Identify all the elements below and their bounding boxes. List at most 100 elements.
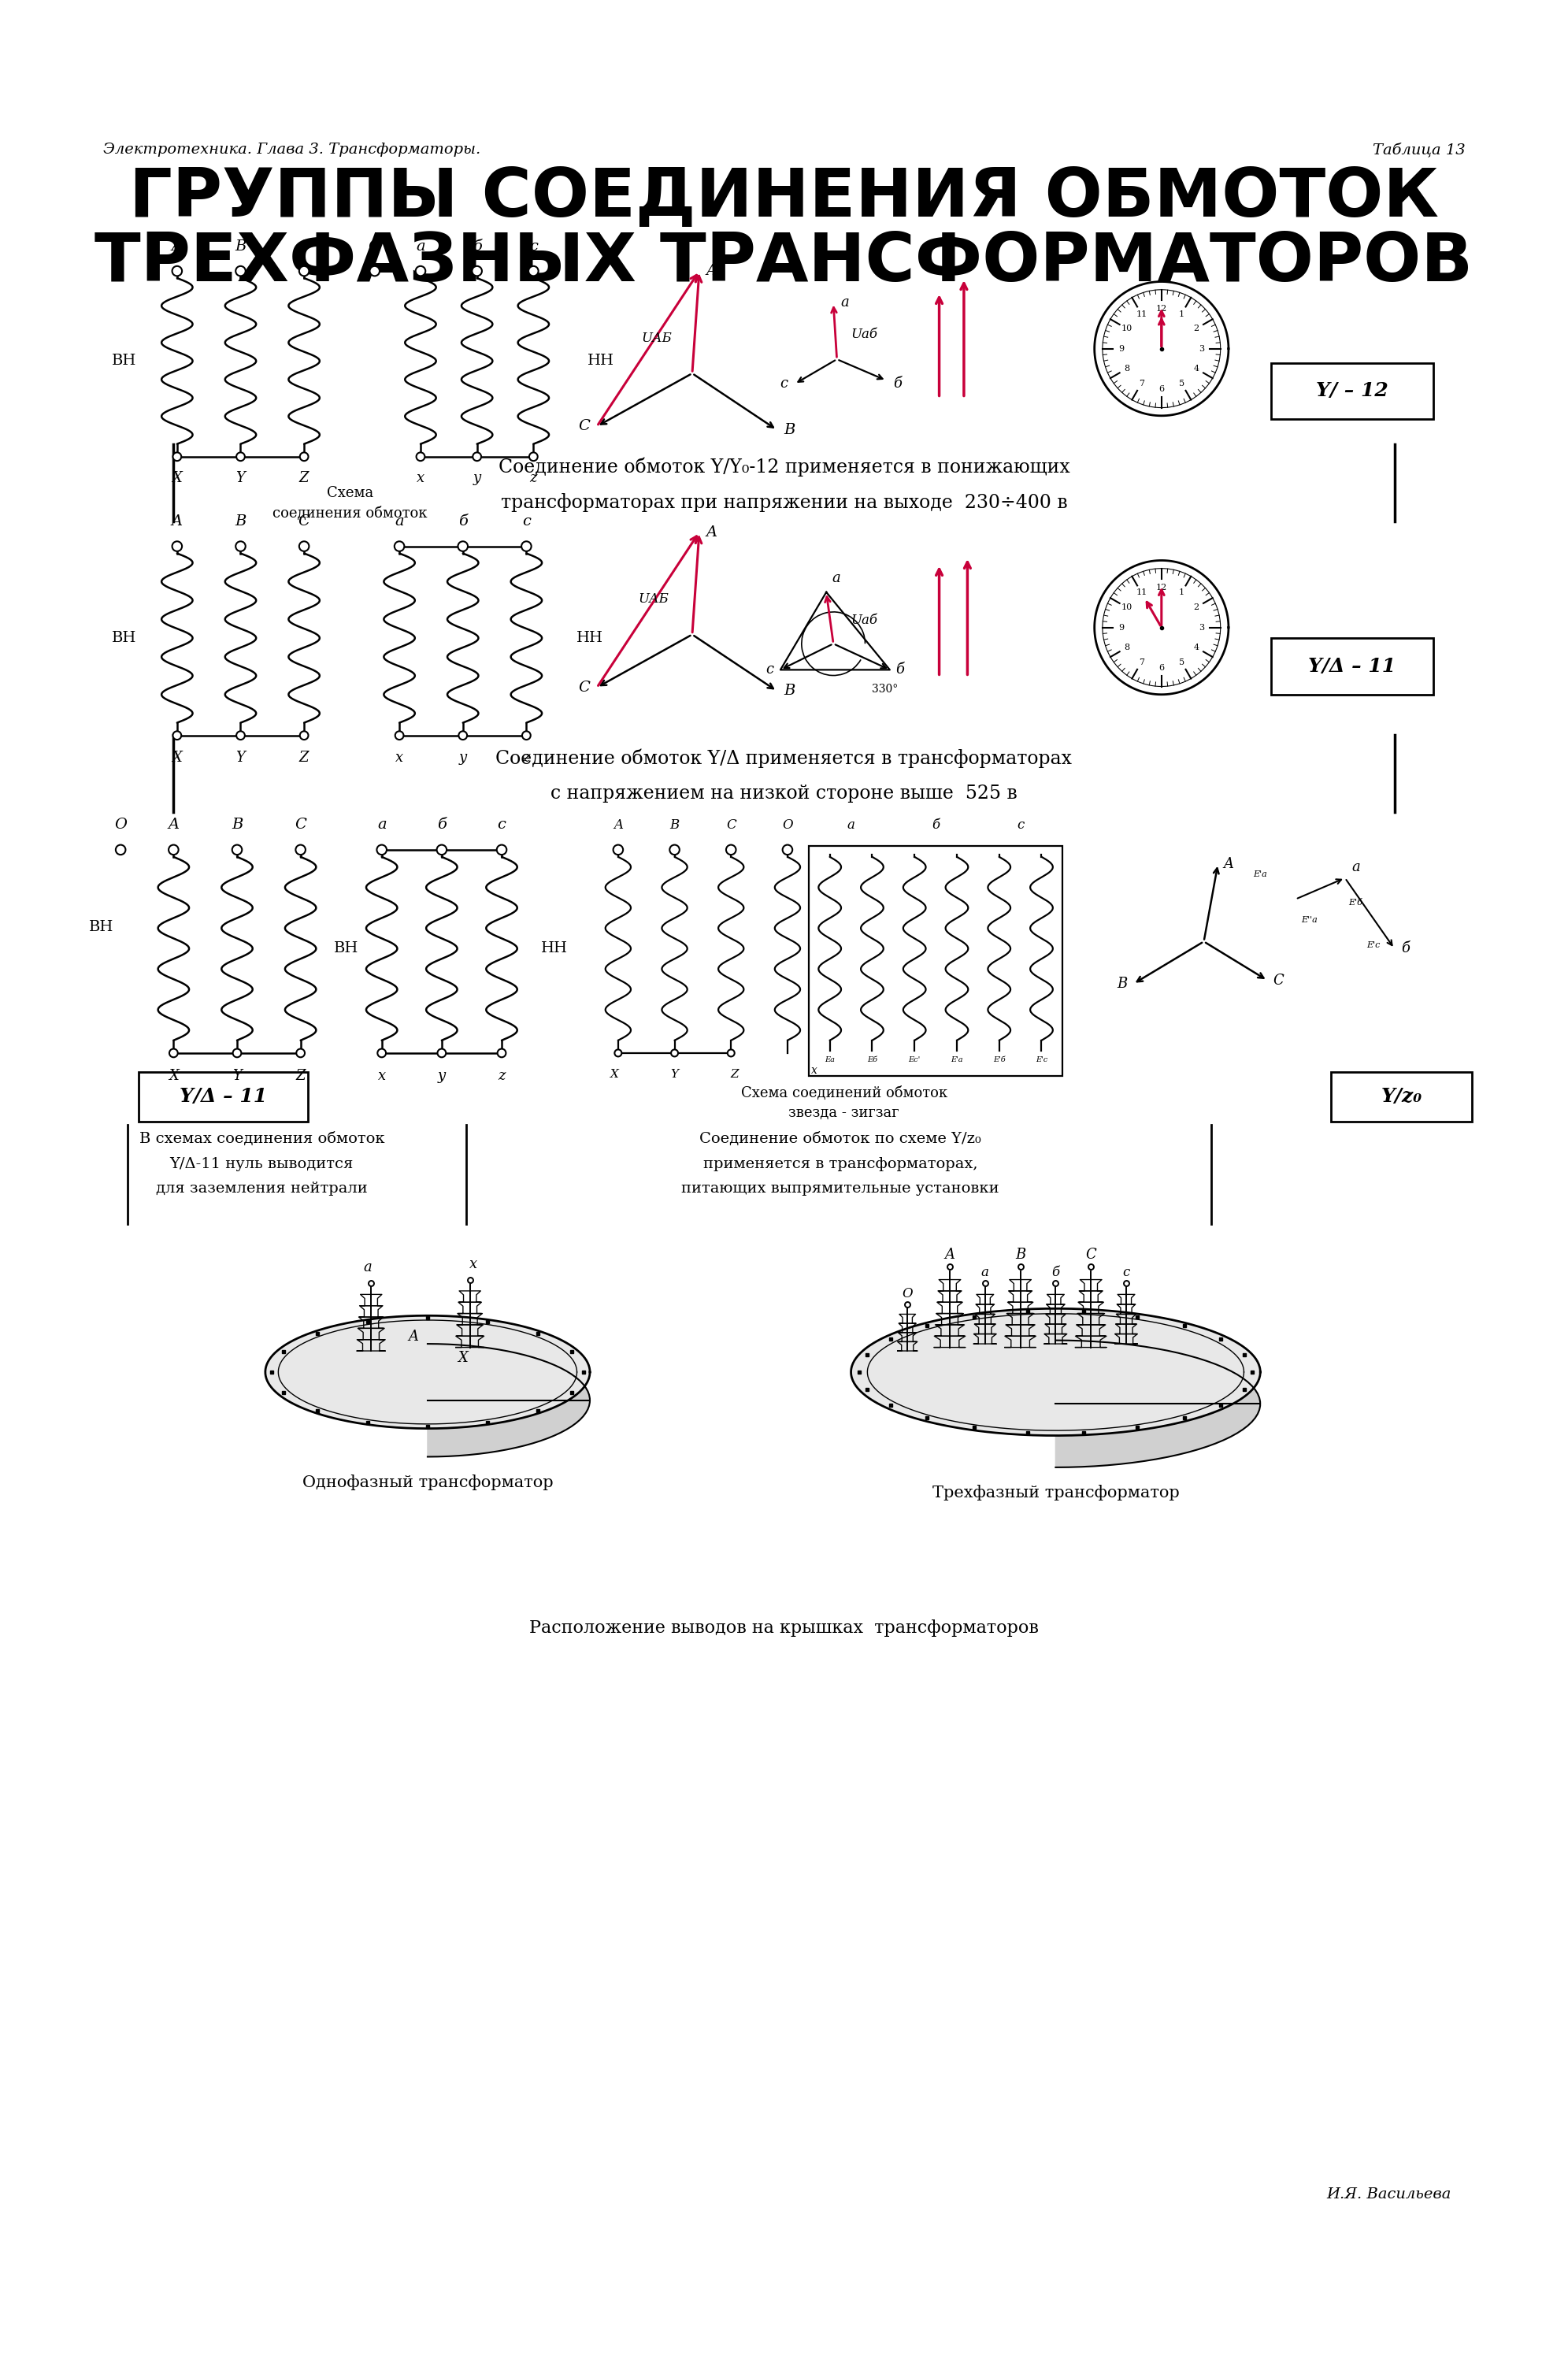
Circle shape — [232, 846, 241, 855]
Text: c: c — [528, 239, 538, 253]
Circle shape — [235, 267, 246, 276]
Text: соединения обмоток: соединения обмоток — [273, 506, 428, 520]
Text: б: б — [895, 662, 905, 676]
Text: C: C — [1273, 974, 1284, 988]
Text: б: б — [472, 239, 481, 253]
Text: 8: 8 — [1124, 364, 1129, 373]
Circle shape — [299, 267, 309, 276]
Text: трансформаторах при напряжении на выходе  230÷400 в: трансформаторах при напряжении на выходе… — [500, 494, 1068, 513]
Text: z: z — [499, 1068, 505, 1082]
Text: B: B — [784, 423, 795, 437]
Text: UАБ: UАБ — [641, 331, 673, 345]
Text: НН: НН — [586, 354, 613, 369]
Text: a: a — [378, 818, 386, 832]
Circle shape — [472, 267, 481, 276]
Text: 1: 1 — [1179, 588, 1184, 595]
Text: для заземления нейтрали: для заземления нейтрали — [155, 1182, 367, 1196]
Circle shape — [497, 1049, 506, 1056]
Text: z: z — [522, 751, 530, 766]
Bar — [1331, 1073, 1472, 1122]
Text: Uаб: Uаб — [851, 328, 878, 340]
Text: a: a — [395, 515, 405, 529]
Text: Z: Z — [296, 1068, 306, 1082]
Text: с напряжением на низкой стороне выше  525 в: с напряжением на низкой стороне выше 525… — [550, 785, 1018, 803]
Text: B: B — [235, 239, 246, 253]
Text: 10: 10 — [1121, 324, 1132, 333]
Text: ВН: ВН — [111, 354, 136, 369]
Text: б: б — [437, 818, 447, 832]
Text: 4: 4 — [1193, 364, 1200, 373]
Bar — [1272, 638, 1433, 695]
Circle shape — [172, 267, 182, 276]
Text: В схемах соединения обмоток: В схемах соединения обмоток — [140, 1132, 384, 1146]
Text: X: X — [610, 1068, 619, 1080]
Text: y: y — [459, 751, 467, 766]
Circle shape — [378, 1049, 386, 1056]
Text: Схема соединений обмоток: Схема соединений обмоток — [740, 1087, 947, 1101]
Text: x: x — [378, 1068, 386, 1082]
Text: б: б — [894, 376, 902, 390]
Text: 9: 9 — [1118, 345, 1124, 352]
Circle shape — [671, 1049, 677, 1056]
Text: 9: 9 — [1118, 624, 1124, 631]
Circle shape — [522, 730, 530, 740]
Text: применяется в трансформаторах,: применяется в трансформаторах, — [702, 1158, 977, 1172]
Text: C: C — [298, 239, 310, 253]
Circle shape — [299, 541, 309, 551]
Circle shape — [299, 451, 309, 461]
Circle shape — [172, 730, 182, 740]
Text: Соединение обмоток Y/Δ применяется в трансформаторах: Соединение обмоток Y/Δ применяется в тра… — [495, 749, 1073, 768]
Text: x: x — [395, 751, 403, 766]
Circle shape — [169, 846, 179, 855]
Text: C: C — [1085, 1248, 1096, 1262]
Bar — [1272, 364, 1433, 418]
Text: ТРЕХФАЗНЫХ ТРАНСФОРМАТОРОВ: ТРЕХФАЗНЫХ ТРАНСФОРМАТОРОВ — [94, 229, 1472, 295]
Circle shape — [237, 451, 245, 461]
Circle shape — [296, 846, 306, 855]
Text: Y/Δ-11 нуль выводится: Y/Δ-11 нуль выводится — [169, 1158, 354, 1172]
Text: 4: 4 — [1193, 643, 1200, 652]
Text: ВН: ВН — [111, 631, 136, 645]
Text: Y: Y — [235, 751, 245, 766]
Text: B: B — [1116, 976, 1127, 990]
Text: x: x — [417, 470, 425, 484]
Text: c: c — [765, 662, 773, 676]
Text: A: A — [944, 1248, 955, 1262]
Text: UАБ: UАБ — [638, 593, 668, 605]
Text: a: a — [982, 1267, 989, 1278]
Text: E'a: E'a — [950, 1056, 963, 1063]
Circle shape — [370, 267, 379, 276]
Text: Y/z₀: Y/z₀ — [1381, 1087, 1422, 1106]
Text: Соединение обмоток по схеме Y/z₀: Соединение обмоток по схеме Y/z₀ — [699, 1132, 982, 1146]
Circle shape — [116, 846, 125, 855]
Circle shape — [235, 541, 246, 551]
Text: 6: 6 — [1159, 385, 1165, 392]
Text: X: X — [172, 470, 182, 484]
Text: 8: 8 — [1124, 643, 1129, 652]
Text: B: B — [670, 818, 679, 832]
Text: x: x — [469, 1257, 477, 1271]
Text: Y: Y — [232, 1068, 241, 1082]
Text: НН: НН — [541, 940, 568, 955]
Text: C: C — [579, 681, 590, 695]
Text: E'б: E'б — [1348, 898, 1363, 907]
Circle shape — [395, 730, 403, 740]
Text: 330°: 330° — [872, 683, 898, 695]
Circle shape — [296, 1049, 304, 1056]
Text: звезда - зигзаг: звезда - зигзаг — [789, 1106, 900, 1120]
Text: Z: Z — [299, 751, 309, 766]
Text: A: A — [171, 239, 182, 253]
Text: 12: 12 — [1156, 305, 1167, 312]
Polygon shape — [428, 1316, 590, 1456]
Text: Z: Z — [731, 1068, 739, 1080]
Text: A: A — [408, 1330, 419, 1345]
Circle shape — [522, 541, 532, 551]
Text: B: B — [235, 515, 246, 529]
Text: Трехфазный трансформатор: Трехфазный трансформатор — [931, 1484, 1179, 1501]
Text: E'c: E'c — [1035, 1056, 1047, 1063]
Text: B: B — [1014, 1248, 1025, 1262]
Circle shape — [458, 541, 467, 551]
Circle shape — [172, 541, 182, 551]
Circle shape — [613, 846, 622, 855]
Text: питающих выпрямительные установки: питающих выпрямительные установки — [682, 1182, 999, 1196]
